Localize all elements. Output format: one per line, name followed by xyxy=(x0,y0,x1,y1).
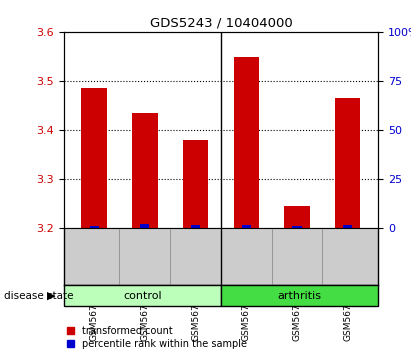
Bar xyxy=(140,224,150,228)
Bar xyxy=(233,57,259,228)
Bar xyxy=(81,88,107,228)
Bar xyxy=(64,285,221,306)
Bar xyxy=(335,98,360,228)
Bar xyxy=(292,226,302,228)
Text: control: control xyxy=(123,291,162,301)
Text: disease state: disease state xyxy=(4,291,74,301)
Title: GDS5243 / 10404000: GDS5243 / 10404000 xyxy=(150,16,292,29)
Bar xyxy=(191,225,200,228)
Bar xyxy=(343,225,352,228)
Bar xyxy=(284,206,309,228)
Bar xyxy=(90,226,99,228)
Text: ▶: ▶ xyxy=(47,291,55,301)
Bar xyxy=(183,140,208,228)
Text: arthritis: arthritis xyxy=(277,291,321,301)
Bar xyxy=(242,225,251,228)
Legend: transformed count, percentile rank within the sample: transformed count, percentile rank withi… xyxy=(67,326,247,349)
Bar xyxy=(221,285,378,306)
Bar xyxy=(132,113,157,228)
